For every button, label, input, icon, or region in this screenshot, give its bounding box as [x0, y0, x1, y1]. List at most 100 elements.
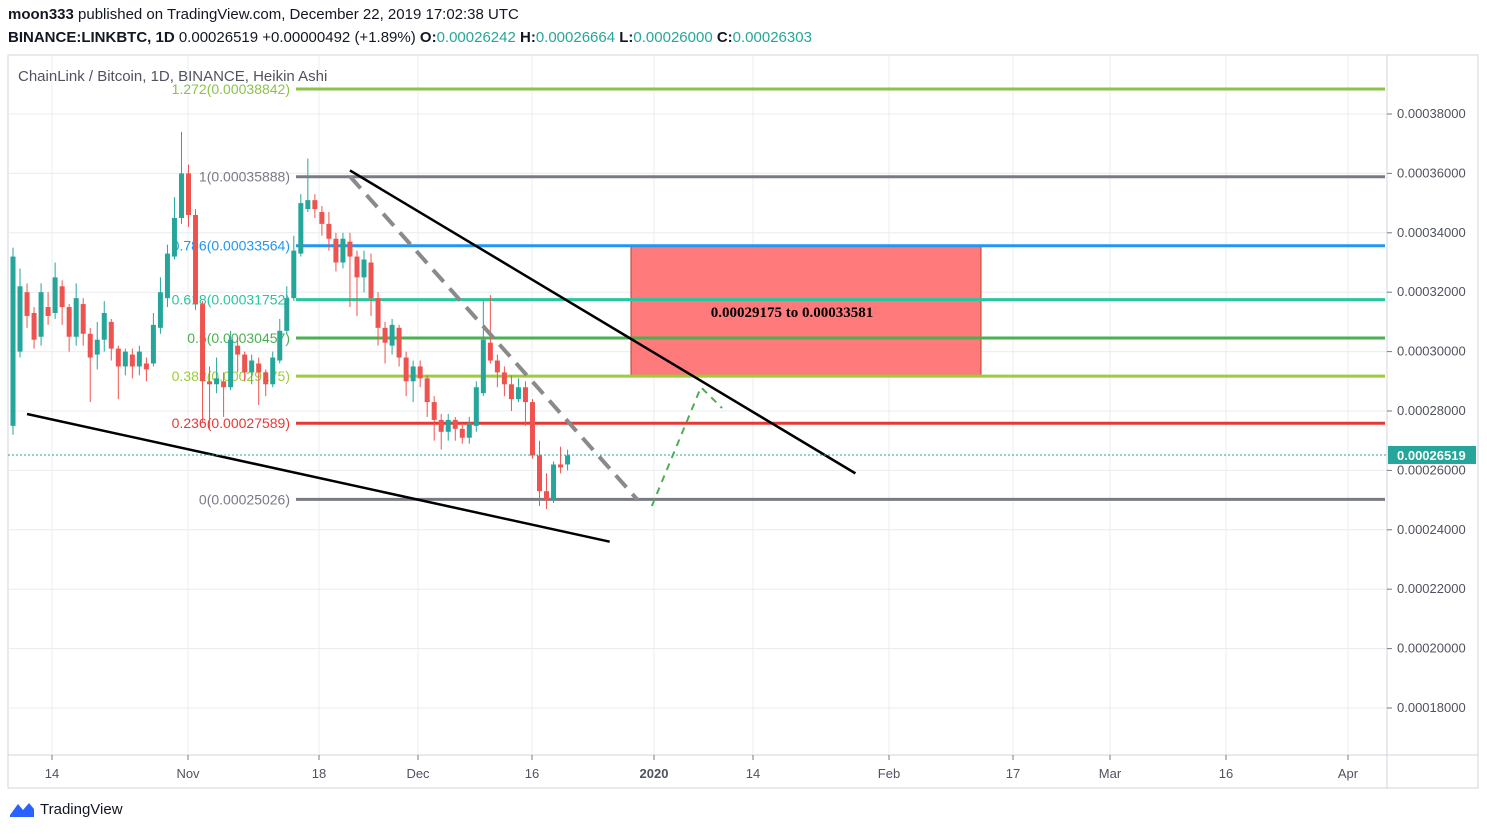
trendline: [349, 169, 857, 475]
last-price: 0.00026519: [178, 29, 259, 46]
brand-name: TradingView: [40, 800, 123, 818]
candle-body: [186, 173, 191, 215]
y-tick-label: 0.00022000: [1397, 581, 1466, 596]
time-axis[interactable]: 14 Nov 18 Dec 16 2020 14 Feb 17 Mar 16 Apr: [45, 755, 1359, 781]
candle-body: [256, 363, 262, 373]
candle-body: [129, 354, 135, 367]
candle-body: [45, 307, 51, 316]
target-zone-rect: [630, 244, 982, 377]
x-tick-label: 14: [746, 766, 760, 781]
fib-level-label: 0.786(0.00033564): [172, 238, 290, 254]
author-name: moon333: [8, 6, 74, 23]
candle-body: [438, 419, 444, 432]
candle-body: [389, 324, 395, 346]
x-tick-label: 2020: [640, 766, 669, 781]
y-tick-label: 0.00018000: [1397, 700, 1466, 715]
candle-body: [157, 292, 163, 328]
candle-body: [143, 363, 149, 370]
candle-body: [558, 464, 564, 468]
candle-body: [263, 372, 269, 385]
x-tick-label: Apr: [1338, 766, 1359, 781]
x-tick-label: 18: [312, 766, 326, 781]
low-label: L:: [619, 29, 634, 46]
fib-level-label: 0.236(0.00027589): [172, 415, 290, 431]
candle-body: [101, 312, 107, 340]
low-value: 0.00026000: [633, 29, 713, 46]
x-tick-label: Mar: [1099, 766, 1122, 781]
candle-body: [494, 360, 500, 373]
price-change: +0.00000492 (+1.89%): [262, 29, 416, 46]
grid: [8, 55, 1387, 755]
candle-body: [501, 372, 507, 385]
x-tick-label: Feb: [878, 766, 900, 781]
candle-body: [108, 321, 114, 349]
chart-title: ChainLink / Bitcoin, 1D, BINANCE, Heikin…: [18, 68, 327, 85]
symbol-label: BINANCE:LINKBTC, 1D: [8, 29, 175, 46]
y-tick-label: 0.00020000: [1397, 641, 1466, 656]
candle-body: [410, 366, 416, 382]
candle-body: [312, 200, 318, 210]
footer: TradingView: [8, 800, 123, 818]
candle-body: [361, 259, 367, 278]
candle-body: [340, 238, 346, 263]
candle-body: [291, 250, 297, 299]
candle-body: [459, 428, 465, 438]
candle-body: [522, 387, 528, 403]
candle-body: [424, 378, 430, 403]
candle-body: [565, 455, 571, 465]
candle-body: [221, 381, 227, 388]
candle-body: [417, 366, 423, 379]
y-tick-label: 0.00028000: [1397, 403, 1466, 418]
candle-body: [326, 223, 332, 239]
candle-body: [487, 342, 493, 361]
candle-body: [38, 292, 44, 337]
candle-body: [73, 298, 79, 337]
candle-body: [298, 203, 304, 254]
y-tick-label: 0.00036000: [1397, 165, 1466, 180]
close-label: C:: [716, 29, 733, 46]
candle-body: [480, 339, 486, 394]
candle-body: [508, 384, 514, 400]
candle-body: [150, 324, 156, 364]
candle-body: [193, 214, 199, 305]
open-value: 0.00026242: [436, 29, 516, 46]
candle-body: [537, 455, 542, 492]
x-tick-label: 16: [1219, 766, 1233, 781]
publish-info: moon333 published on TradingView.com, De…: [8, 6, 519, 23]
candle-body: [178, 173, 184, 218]
candle-body: [403, 357, 409, 382]
projection-path-gray: [348, 175, 640, 502]
candle-body: [375, 298, 381, 328]
candle-body: [122, 351, 128, 367]
tradingview-logo-icon: [10, 803, 34, 817]
candles: [10, 131, 571, 510]
x-tick-label: 16: [525, 766, 539, 781]
annotations: [8, 169, 1387, 543]
candle-body: [136, 351, 142, 367]
candle-body: [431, 402, 437, 420]
x-tick-label: Dec: [406, 766, 430, 781]
candle-body: [31, 312, 37, 340]
candle-body: [452, 419, 458, 429]
candle-body: [214, 378, 220, 385]
x-tick-label: 17: [1006, 766, 1020, 781]
open-label: O:: [419, 29, 437, 46]
candle-body: [17, 286, 23, 352]
price-axis[interactable]: 0.00038000 0.00036000 0.00034000 0.00032000…: [1387, 106, 1476, 715]
candle-body: [305, 200, 311, 210]
candle-body: [24, 292, 30, 316]
y-tick-label: 0.00034000: [1397, 225, 1466, 240]
candle-body: [445, 419, 451, 432]
target-zone: 0.00029175 to 0.00033581: [630, 244, 982, 377]
candle-body: [277, 330, 283, 361]
y-tick-label: 0.00032000: [1397, 284, 1466, 299]
candle-body: [207, 381, 213, 385]
candle-body: [87, 333, 93, 358]
candle-body: [354, 256, 360, 278]
trendline: [26, 412, 610, 543]
candle-body: [284, 298, 290, 331]
last-price-badge: [1388, 445, 1476, 464]
candle-body: [164, 253, 170, 299]
candle-body: [368, 262, 374, 299]
